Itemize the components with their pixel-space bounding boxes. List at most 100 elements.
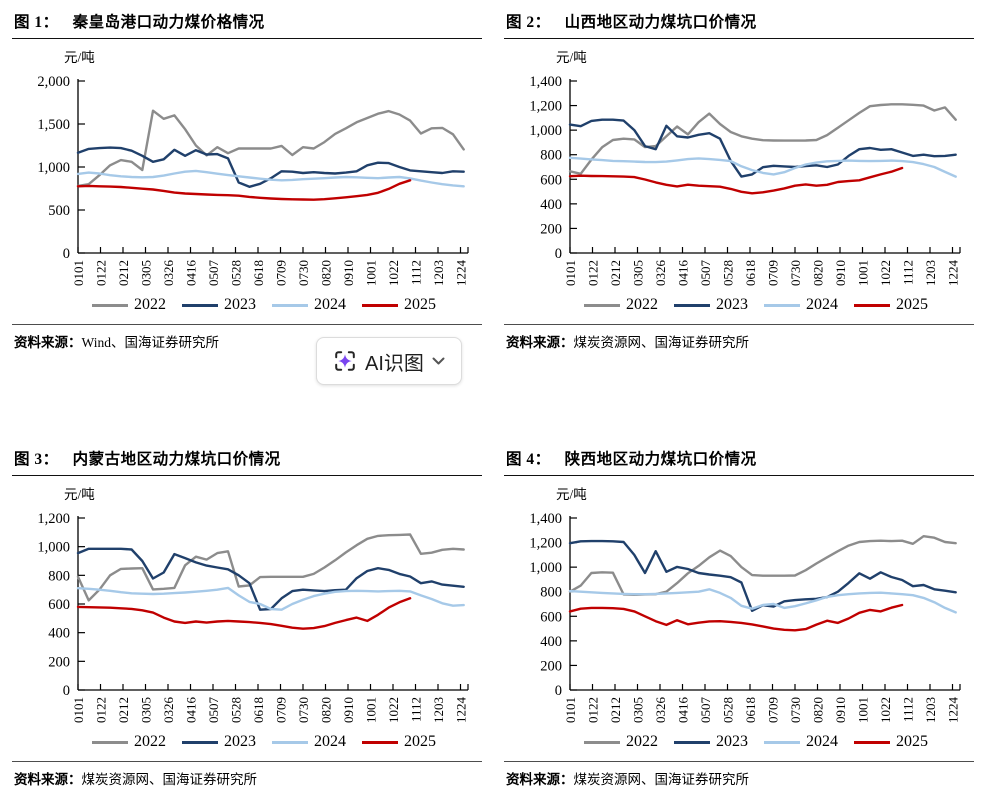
ai-scan-button[interactable]: AI识图	[316, 337, 462, 385]
legend-line-swatch	[854, 303, 890, 307]
legend-item-2025: 2025	[362, 296, 436, 314]
line-chart: 0 500 1,000 1,500 2,000 0101 0122 0212 0305 0326 0…	[37, 74, 469, 287]
svg-text:0507: 0507	[206, 697, 221, 724]
legend-line-swatch	[674, 303, 710, 307]
legend: 2022 2023 2024 2025	[504, 733, 974, 751]
svg-text:0528: 0528	[229, 260, 244, 286]
svg-text:0122: 0122	[94, 697, 109, 723]
svg-text:200: 200	[48, 654, 70, 670]
figure-title-text: 山西地区动力煤坑口价情况	[564, 14, 757, 31]
svg-text:800: 800	[540, 148, 562, 164]
svg-text:600: 600	[48, 597, 70, 613]
svg-text:1,000: 1,000	[529, 123, 562, 139]
chevron-down-icon	[432, 357, 445, 364]
svg-text:600: 600	[540, 172, 562, 188]
svg-text:1224: 1224	[946, 260, 961, 287]
source-label: 资料来源：	[14, 772, 82, 787]
legend-line-swatch	[92, 740, 128, 744]
svg-text:200: 200	[540, 658, 562, 674]
legend-item-2022: 2022	[584, 296, 658, 314]
chart-title: 图 1： 秦皇岛港口动力煤价格情况	[12, 6, 482, 39]
svg-text:0212: 0212	[608, 260, 623, 286]
svg-text:400: 400	[48, 626, 70, 642]
legend-line-swatch	[362, 740, 398, 744]
svg-text:200: 200	[540, 221, 562, 237]
svg-text:1,200: 1,200	[37, 511, 70, 527]
svg-text:0709: 0709	[274, 260, 289, 286]
svg-text:1224: 1224	[946, 697, 961, 724]
legend-item-2022: 2022	[92, 733, 166, 751]
svg-text:0820: 0820	[319, 697, 334, 723]
legend: 2022 2023 2024 2025	[12, 733, 482, 751]
svg-text:1,200: 1,200	[529, 99, 562, 115]
svg-text:0416: 0416	[184, 697, 199, 724]
legend-line-swatch	[272, 303, 308, 307]
legend-item-2023: 2023	[182, 296, 256, 314]
svg-text:0618: 0618	[251, 697, 266, 723]
svg-text:0326: 0326	[161, 260, 176, 287]
chart-panel-fig2: 图 2： 山西地区动力煤坑口价情况 元/吨 0 200 400 600 800 1,000 1…	[492, 6, 984, 351]
svg-text:1,000: 1,000	[37, 540, 70, 556]
svg-text:0305: 0305	[139, 697, 154, 723]
svg-text:500: 500	[48, 203, 70, 219]
svg-text:1022: 1022	[878, 260, 893, 286]
svg-text:0507: 0507	[698, 260, 713, 287]
svg-text:0212: 0212	[608, 697, 623, 723]
legend-item-2023: 2023	[674, 296, 748, 314]
svg-text:0416: 0416	[676, 697, 691, 724]
svg-text:0528: 0528	[721, 260, 736, 286]
legend: 2022 2023 2024 2025	[504, 296, 974, 314]
legend-item-2024: 2024	[764, 296, 838, 314]
svg-text:0709: 0709	[766, 260, 781, 286]
svg-text:0618: 0618	[743, 697, 758, 723]
svg-text:0910: 0910	[833, 260, 848, 286]
legend-line-swatch	[92, 303, 128, 307]
line-chart: 0 200 400 600 800 1,000 1,200 0101 0122 0212 0305 0…	[37, 511, 469, 724]
legend-item-2025: 2025	[854, 733, 928, 751]
figure-title-text: 陕西地区动力煤坑口价情况	[564, 451, 757, 468]
legend-line-swatch	[272, 740, 308, 744]
ai-scan-sparkle-icon	[335, 351, 355, 371]
figure-number: 图 3：	[14, 451, 59, 468]
figure-title-text: 秦皇岛港口动力煤价格情况	[72, 14, 265, 31]
svg-text:0416: 0416	[676, 260, 691, 287]
svg-text:800: 800	[48, 568, 70, 584]
source-row: 资料来源：煤炭资源网、国海证券研究所	[12, 761, 482, 788]
source-text: Wind、国海证券研究所	[81, 335, 219, 350]
svg-text:0: 0	[555, 683, 562, 699]
svg-text:0730: 0730	[296, 260, 311, 286]
svg-text:1112: 1112	[901, 260, 916, 285]
svg-text:0507: 0507	[206, 260, 221, 287]
legend-line-swatch	[182, 303, 218, 307]
legend-line-swatch	[182, 740, 218, 744]
svg-text:1,200: 1,200	[529, 536, 562, 552]
legend-item-2023: 2023	[182, 733, 256, 751]
svg-text:1224: 1224	[454, 697, 469, 724]
svg-text:0101: 0101	[71, 697, 86, 723]
svg-text:1,400: 1,400	[529, 74, 562, 90]
source-row: 资料来源：煤炭资源网、国海证券研究所	[504, 324, 974, 351]
figure-number: 图 2：	[506, 14, 551, 31]
chart-title: 图 4： 陕西地区动力煤坑口价情况	[504, 443, 974, 476]
unit-label: 元/吨	[556, 487, 587, 502]
source-row: 资料来源：Wind、国海证券研究所	[12, 324, 482, 351]
svg-text:0122: 0122	[586, 260, 601, 286]
svg-text:400: 400	[540, 634, 562, 650]
legend-item-2023: 2023	[674, 733, 748, 751]
svg-text:0416: 0416	[184, 260, 199, 287]
svg-text:400: 400	[540, 197, 562, 213]
svg-text:1001: 1001	[856, 260, 871, 286]
svg-text:0101: 0101	[563, 697, 578, 723]
svg-text:0101: 0101	[71, 260, 86, 286]
chart-panel-fig1: 图 1： 秦皇岛港口动力煤价格情况 元/吨 0 500 1,000 1,500 2,000…	[0, 6, 492, 351]
legend-item-2024: 2024	[272, 296, 346, 314]
legend-line-swatch	[584, 740, 620, 744]
charts-row-top: 图 1： 秦皇岛港口动力煤价格情况 元/吨 0 500 1,000 1,500 2,000…	[0, 6, 984, 351]
source-text: 煤炭资源网、国海证券研究所	[573, 772, 750, 787]
legend-item-2024: 2024	[272, 733, 346, 751]
source-text: 煤炭资源网、国海证券研究所	[81, 772, 258, 787]
svg-text:2,000: 2,000	[37, 74, 70, 90]
legend-line-swatch	[764, 740, 800, 744]
source-row: 资料来源：煤炭资源网、国海证券研究所	[504, 761, 974, 788]
